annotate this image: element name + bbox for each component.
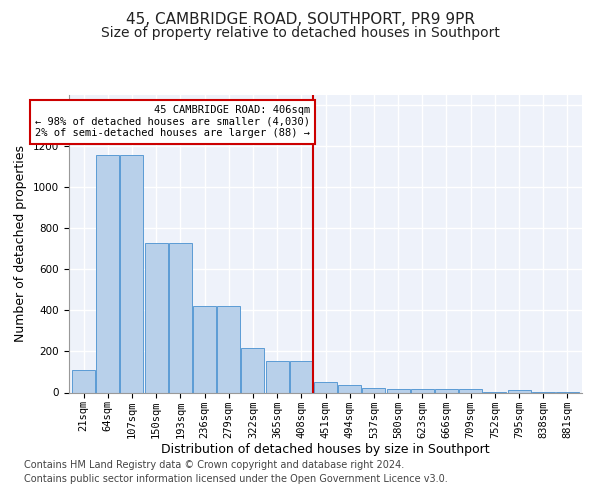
Bar xyxy=(72,370,95,392)
Bar xyxy=(411,390,434,392)
Bar xyxy=(290,360,313,392)
Bar xyxy=(435,390,458,392)
Bar xyxy=(338,386,361,392)
Bar xyxy=(314,382,337,392)
Text: Contains HM Land Registry data © Crown copyright and database right 2024.: Contains HM Land Registry data © Crown c… xyxy=(24,460,404,470)
Text: 45, CAMBRIDGE ROAD, SOUTHPORT, PR9 9PR: 45, CAMBRIDGE ROAD, SOUTHPORT, PR9 9PR xyxy=(125,12,475,28)
Bar xyxy=(362,388,385,392)
Bar xyxy=(217,306,240,392)
Bar xyxy=(96,154,119,392)
Bar xyxy=(121,154,143,392)
Bar xyxy=(386,389,410,392)
Y-axis label: Number of detached properties: Number of detached properties xyxy=(14,145,28,342)
X-axis label: Distribution of detached houses by size in Southport: Distribution of detached houses by size … xyxy=(161,443,490,456)
Bar xyxy=(241,348,265,393)
Bar xyxy=(193,306,216,392)
Bar xyxy=(508,390,530,392)
Text: Contains public sector information licensed under the Open Government Licence v3: Contains public sector information licen… xyxy=(24,474,448,484)
Text: Size of property relative to detached houses in Southport: Size of property relative to detached ho… xyxy=(101,26,499,40)
Text: 45 CAMBRIDGE ROAD: 406sqm
← 98% of detached houses are smaller (4,030)
2% of sem: 45 CAMBRIDGE ROAD: 406sqm ← 98% of detac… xyxy=(35,106,310,138)
Bar xyxy=(169,242,192,392)
Bar xyxy=(145,242,167,392)
Bar xyxy=(459,390,482,392)
Bar xyxy=(266,360,289,392)
